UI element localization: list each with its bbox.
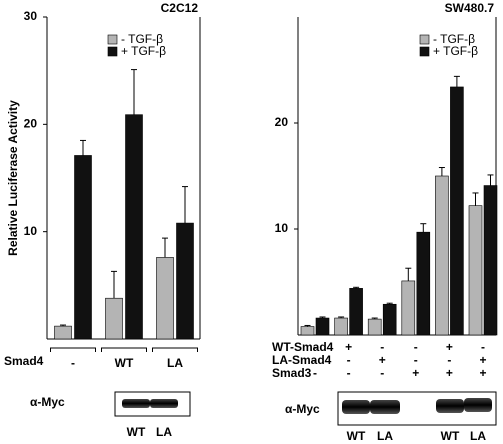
bar bbox=[435, 175, 449, 336]
condition-value: + bbox=[345, 340, 352, 354]
bar bbox=[300, 326, 315, 336]
blot-band bbox=[150, 399, 178, 408]
condition-value: + bbox=[379, 353, 386, 367]
y-tick-label: 10 bbox=[275, 221, 289, 235]
blot-band bbox=[370, 400, 400, 414]
bar bbox=[105, 297, 123, 340]
condition-label: Smad3 bbox=[272, 366, 312, 380]
y-tick-label: 10 bbox=[24, 224, 38, 238]
bar bbox=[416, 231, 431, 336]
condition-value: - bbox=[414, 340, 418, 354]
condition-label: WT-Smad4 bbox=[272, 340, 334, 354]
legend-swatch bbox=[419, 46, 430, 57]
legend-swatch bbox=[107, 46, 118, 57]
bar bbox=[315, 317, 330, 336]
condition-value: - bbox=[313, 340, 317, 354]
bar bbox=[483, 185, 498, 336]
bar bbox=[176, 222, 194, 340]
condition-label: LA-Smad4 bbox=[272, 353, 332, 367]
y-tick-label: 20 bbox=[275, 115, 289, 129]
bar bbox=[125, 114, 143, 340]
condition-value: - bbox=[313, 353, 317, 367]
x-tick-label: - bbox=[71, 356, 75, 370]
condition-value: - bbox=[481, 340, 485, 354]
bar bbox=[468, 205, 483, 336]
x-tick-label: LA bbox=[167, 356, 183, 370]
condition-value: + bbox=[446, 366, 453, 380]
condition-value: + bbox=[446, 340, 453, 354]
condition-value: - bbox=[447, 353, 451, 367]
blot-band bbox=[464, 398, 492, 412]
lane-label: LA bbox=[377, 429, 393, 443]
bar bbox=[367, 318, 382, 336]
condition-value: + bbox=[479, 366, 486, 380]
bar bbox=[349, 288, 363, 336]
chart-title: SW480.7 bbox=[445, 1, 495, 15]
lane-label: WT bbox=[347, 429, 366, 443]
legend-swatch bbox=[419, 34, 430, 45]
condition-value: + bbox=[479, 353, 486, 367]
condition-value: - bbox=[380, 366, 384, 380]
bar bbox=[74, 155, 92, 340]
bar bbox=[401, 280, 416, 336]
group-bracket bbox=[152, 347, 198, 352]
chart-title: C2C12 bbox=[161, 1, 199, 15]
bar bbox=[156, 257, 174, 340]
group-bracket bbox=[101, 347, 147, 352]
legend-label: + TGF-β bbox=[121, 44, 166, 58]
lane-label: LA bbox=[470, 429, 486, 443]
legend-swatch bbox=[107, 34, 118, 45]
lane-label: WT bbox=[441, 429, 460, 443]
lane-label: LA bbox=[156, 425, 172, 439]
bar bbox=[382, 303, 397, 336]
x-axis-label: Smad4 bbox=[4, 354, 44, 368]
y-tick-label: 20 bbox=[24, 117, 38, 131]
condition-value: - bbox=[347, 366, 351, 380]
blot-label: α-Myc bbox=[285, 402, 320, 416]
blot-band bbox=[436, 399, 464, 413]
group-bracket bbox=[50, 347, 96, 352]
condition-value: - bbox=[347, 353, 351, 367]
blot-band bbox=[122, 399, 150, 408]
bar bbox=[450, 86, 464, 336]
condition-value: - bbox=[313, 366, 317, 380]
lane-label: WT bbox=[127, 425, 146, 439]
legend-label: - TGF-β bbox=[121, 32, 163, 46]
x-tick-label: WT bbox=[115, 356, 134, 370]
bar bbox=[334, 317, 348, 336]
blot-label: α-Myc bbox=[30, 395, 65, 409]
condition-value: - bbox=[380, 340, 384, 354]
condition-value: + bbox=[412, 366, 419, 380]
legend-label: - TGF-β bbox=[433, 32, 475, 46]
blot-band bbox=[342, 400, 370, 414]
legend-label: + TGF-β bbox=[433, 44, 478, 58]
condition-value: - bbox=[414, 353, 418, 367]
y-tick-label: 30 bbox=[24, 9, 38, 23]
y-axis-label: Relative Luciferase Activity bbox=[6, 100, 20, 256]
bar bbox=[54, 325, 72, 340]
